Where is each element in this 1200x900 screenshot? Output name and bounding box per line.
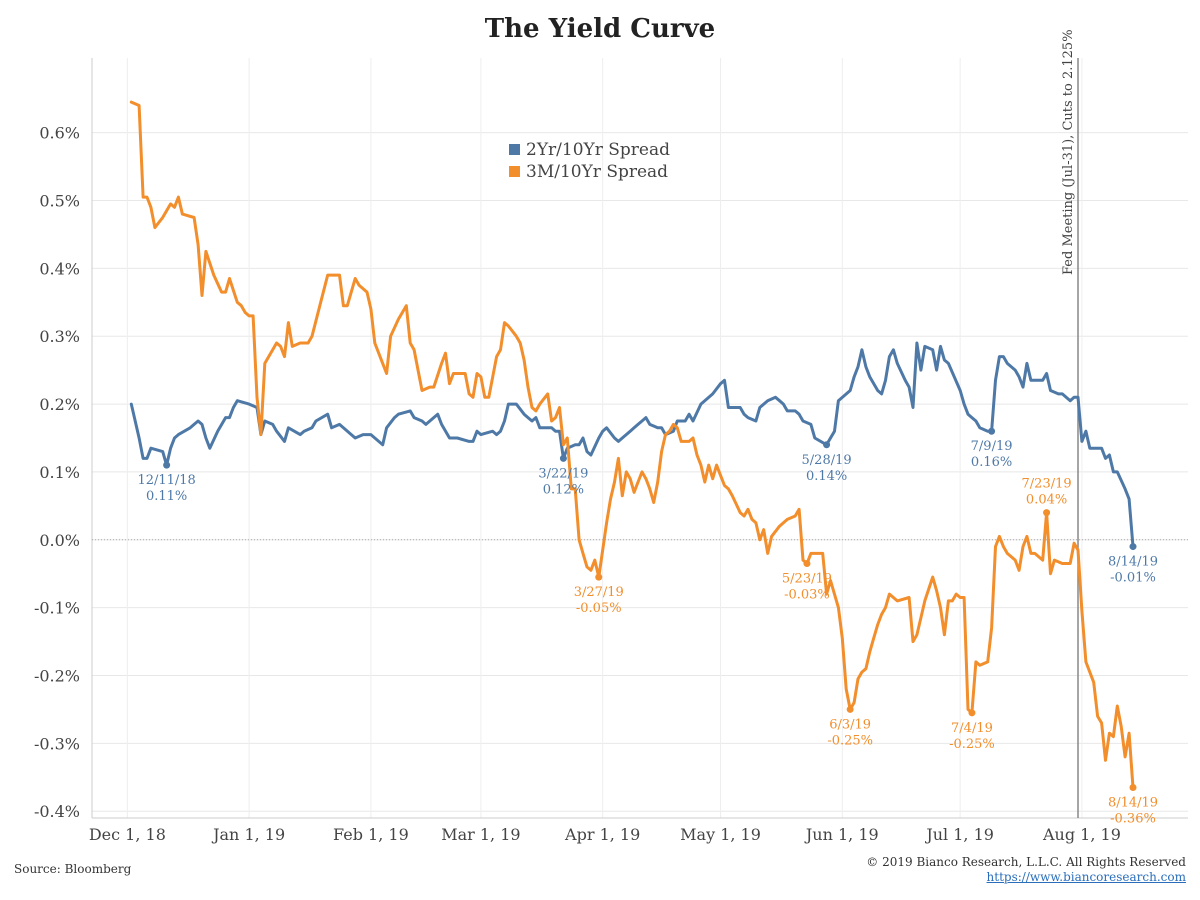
annotation-date: 7/4/19 [951,721,993,736]
annotation-date: 6/3/19 [829,717,871,732]
annotation-date: 5/28/19 [802,453,852,468]
annotation-value: -0.05% [576,601,622,616]
x-tick-label: Jan 1, 19 [211,825,285,844]
x-tick-label: Apr 1, 19 [564,825,640,844]
x-tick-label: Jun 1, 19 [804,825,879,844]
annotation-value: 0.12% [543,482,584,497]
source-note: Source: Bloomberg [14,862,132,876]
axes: 0.6% 0.5% 0.4% 0.3% 0.2% 0.1% 0.0% -0.1% -0.2% -0… [34,58,1188,844]
x-tick-label: Feb 1, 19 [333,825,409,844]
annotation-marker [1043,509,1051,517]
annotation-value: 0.11% [146,489,187,504]
annotation-value: -0.36% [1110,811,1156,826]
x-tick-label: Dec 1, 18 [89,825,166,844]
x-tick-label: May 1, 19 [680,825,761,844]
grid-lines [92,58,1188,818]
y-tick-label: 0.2% [39,395,80,414]
annotation-date: 12/11/18 [137,473,195,488]
annotation-value: -0.03% [784,588,830,603]
y-tick-label: -0.2% [34,667,80,686]
y-tick-label: 0.5% [39,192,80,211]
annotation-value: -0.01% [1110,571,1156,586]
y-tick-label: 0.4% [39,259,80,278]
annotation-marker [595,573,603,581]
annotation-marker [163,461,171,469]
annotation-date: 7/23/19 [1022,477,1072,492]
y-tick-label: 0.3% [39,327,80,346]
annotation-marker [559,454,567,462]
annotation-date: 5/23/19 [782,572,832,587]
annotation-marker [988,427,996,435]
copyright-text: © 2019 Bianco Research, L.L.C. All Right… [866,855,1186,869]
y-tick-label: 0.6% [39,124,80,143]
annotation-value: -0.25% [827,733,873,748]
y-tick-label: -0.4% [34,802,80,821]
legend-label: 3M/10Yr Spread [526,162,668,182]
legend-label: 2Yr/10Yr Spread [526,140,670,160]
legend-swatch [509,144,520,155]
annotation-value: 0.04% [1026,493,1067,508]
website-link[interactable]: https://www.biancoresearch.com [986,870,1186,884]
footer-credits: © 2019 Bianco Research, L.L.C. All Right… [866,855,1186,885]
annotation-value: 0.14% [806,469,847,484]
annotations: 12/11/180.11% 3/22/190.12% 5/28/190.14% 7/9… [137,427,1158,826]
annotation-marker [803,560,811,568]
annotation-value: -0.25% [949,737,995,752]
annotation-date: 8/14/19 [1108,555,1158,570]
chart-title: The Yield Curve [484,14,716,44]
x-tick-label: Mar 1, 19 [441,825,520,844]
annotation-marker [968,709,976,717]
annotation-value: 0.16% [971,455,1012,470]
y-tick-label: -0.1% [34,599,80,618]
annotation-marker [823,441,831,449]
annotation-marker [1129,783,1137,791]
x-tick-label: Aug 1, 19 [1042,825,1121,844]
reference-line-group: Fed Meeting (Jul-31), Cuts to 2.125% [1061,29,1079,818]
y-tick-label: 0.0% [39,531,80,550]
annotation-date: 3/22/19 [538,466,588,481]
legend-swatch [509,166,520,177]
series-line-2y10y [129,341,1135,549]
annotation-marker [846,705,854,713]
fed-meeting-label: Fed Meeting (Jul-31), Cuts to 2.125% [1061,29,1076,275]
annotation-date: 3/27/19 [574,585,624,600]
y-tick-label: -0.3% [34,734,80,753]
annotation-date: 8/14/19 [1108,795,1158,810]
annotation-date: 7/9/19 [971,439,1013,454]
x-tick-label: Jul 1, 19 [924,825,994,844]
y-tick-label: 0.1% [39,463,80,482]
annotation-marker [1129,543,1137,551]
